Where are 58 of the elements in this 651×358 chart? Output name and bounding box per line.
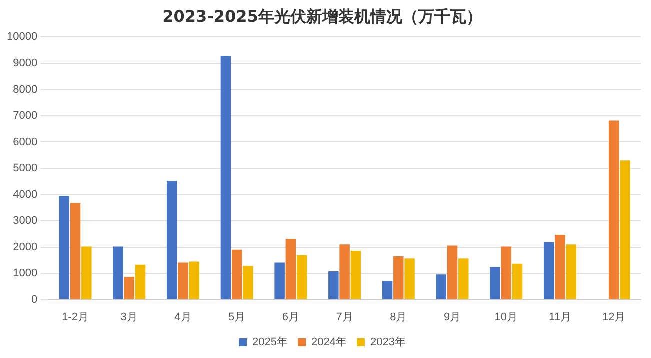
legend-label: 2024年: [312, 336, 347, 349]
x-tick-label: 5月: [228, 311, 246, 324]
bar: [59, 196, 70, 300]
bar: [296, 255, 308, 300]
y-tick-label: 1000: [13, 268, 38, 280]
y-tick-label: 10000: [6, 31, 38, 44]
bar: [189, 262, 200, 300]
legend-label: 2023年: [370, 336, 406, 349]
bar: [555, 234, 566, 300]
bar: [490, 267, 500, 300]
bar: [404, 258, 415, 300]
bar: [350, 250, 362, 300]
bar: [382, 281, 393, 300]
x-tick-label: 3月: [120, 311, 138, 324]
bar: [608, 120, 620, 300]
bar: [232, 250, 242, 300]
x-tick-label: 8月: [390, 311, 408, 324]
bar: [501, 246, 512, 300]
legend-label: 2025年: [252, 336, 288, 349]
bar: [166, 181, 178, 300]
y-tick-label: 3000: [13, 215, 38, 228]
bar: [220, 56, 232, 300]
x-tick-label: 12月: [602, 311, 626, 324]
x-tick-label: 4月: [174, 311, 192, 324]
y-tick-label: 5000: [13, 162, 38, 175]
y-tick-label: 4000: [13, 188, 38, 201]
bar: [512, 264, 523, 300]
x-tick-label: 7月: [336, 311, 354, 324]
bar: [70, 203, 81, 300]
bar: [544, 242, 554, 300]
y-tick-label: 8000: [13, 84, 38, 96]
bar: [340, 244, 350, 300]
bar: [458, 258, 469, 300]
bar: [135, 264, 146, 300]
bar: [274, 262, 285, 300]
bar: [113, 246, 124, 300]
bar: [620, 160, 630, 300]
chart-title: 2023-2025年光伏新增装机情况（万千瓦）: [162, 6, 482, 26]
bar: [566, 244, 576, 300]
bar: [447, 246, 458, 300]
x-tick-label: 9月: [444, 311, 462, 324]
bar: [82, 246, 92, 300]
y-tick-label: 0: [31, 294, 38, 306]
bar: [436, 274, 446, 300]
x-tick-label: 10月: [494, 311, 518, 324]
bar: [178, 262, 188, 300]
x-tick-label: 1-2月: [62, 311, 89, 324]
bar: [328, 271, 339, 300]
x-tick-label: 6月: [282, 311, 300, 324]
y-tick-label: 9000: [13, 57, 38, 70]
y-tick-label: 6000: [13, 136, 38, 148]
y-tick-label: 7000: [13, 110, 38, 122]
bar: [286, 239, 296, 300]
bar: [243, 266, 254, 300]
bar: [124, 276, 134, 300]
y-tick-label: 2000: [13, 241, 38, 254]
x-tick-label: 11月: [549, 311, 572, 324]
bar: [394, 256, 404, 300]
